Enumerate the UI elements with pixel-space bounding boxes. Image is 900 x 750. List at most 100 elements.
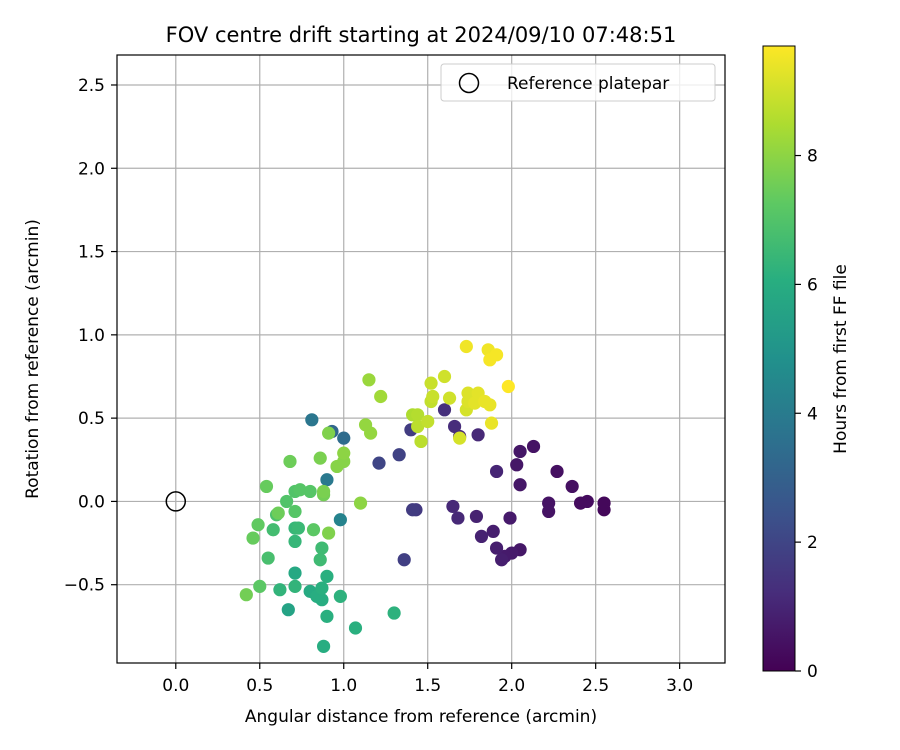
data-point bbox=[239, 588, 253, 602]
y-tick-label: 2.0 bbox=[78, 159, 105, 179]
data-point bbox=[392, 448, 406, 462]
data-point bbox=[315, 541, 329, 555]
y-tick-label: 0.5 bbox=[78, 409, 105, 429]
data-point bbox=[471, 428, 485, 442]
data-point bbox=[273, 583, 287, 597]
data-point bbox=[306, 523, 321, 537]
legend: Reference platepar bbox=[440, 63, 716, 102]
data-point bbox=[474, 529, 489, 544]
data-point bbox=[322, 526, 336, 540]
x-tick-label: 0.5 bbox=[246, 676, 273, 696]
x-tick-label: 1.5 bbox=[414, 676, 441, 696]
x-axis-ticks: 0.0 0.5 1.0 1.5 2.0 2.5 3.0 bbox=[162, 663, 693, 696]
data-point bbox=[461, 386, 475, 400]
data-point bbox=[526, 439, 541, 454]
data-point bbox=[495, 553, 509, 567]
data-point bbox=[322, 426, 336, 440]
data-point bbox=[313, 553, 327, 567]
y-tick-label: 2.5 bbox=[78, 76, 105, 96]
colorbar-ticks: 0 2 4 6 8 bbox=[795, 147, 818, 682]
data-point bbox=[316, 639, 331, 653]
y-tick-label: 1.5 bbox=[78, 243, 105, 263]
colorbar: 0 2 4 6 8 Hours from first FF file bbox=[762, 45, 851, 682]
data-point bbox=[451, 511, 465, 525]
data-point bbox=[489, 541, 504, 555]
y-tick-label: 0.0 bbox=[78, 492, 105, 512]
data-point bbox=[453, 431, 467, 445]
data-point bbox=[442, 391, 457, 405]
data-point bbox=[246, 531, 260, 545]
colorbar-tick-label: 8 bbox=[807, 147, 818, 167]
data-point bbox=[501, 379, 515, 394]
data-point bbox=[565, 479, 579, 494]
data-point bbox=[281, 603, 295, 617]
data-point bbox=[406, 503, 420, 517]
reference-marker-group bbox=[165, 491, 187, 512]
data-points bbox=[239, 339, 611, 653]
data-point bbox=[483, 398, 497, 412]
x-tick-label: 3.0 bbox=[666, 676, 693, 696]
data-point bbox=[542, 504, 556, 519]
colorbar-tick-label: 0 bbox=[807, 662, 818, 682]
x-axis-label: Angular distance from reference (arcmin) bbox=[245, 707, 597, 727]
data-point bbox=[489, 464, 504, 479]
legend-box bbox=[440, 63, 716, 102]
data-point bbox=[283, 454, 297, 469]
data-point bbox=[424, 376, 438, 390]
data-point bbox=[291, 521, 305, 535]
y-axis-label: Rotation from reference (arcmin) bbox=[23, 219, 43, 499]
data-point bbox=[337, 446, 351, 460]
data-point bbox=[397, 553, 411, 567]
data-point bbox=[259, 479, 274, 494]
data-point bbox=[261, 551, 275, 565]
data-point bbox=[333, 513, 347, 527]
x-tick-label: 2.0 bbox=[498, 676, 525, 696]
data-point bbox=[288, 534, 302, 549]
data-point bbox=[421, 414, 435, 429]
colorbar-label: Hours from first FF file bbox=[831, 264, 851, 454]
data-point bbox=[288, 579, 302, 593]
x-tick-label: 2.5 bbox=[582, 676, 609, 696]
data-point bbox=[372, 456, 386, 470]
data-point bbox=[414, 434, 428, 449]
data-point bbox=[510, 458, 524, 472]
y-tick-label: 1.0 bbox=[78, 326, 105, 346]
data-point bbox=[468, 396, 482, 410]
data-point bbox=[320, 473, 334, 487]
grid-lines bbox=[117, 55, 725, 663]
data-point bbox=[315, 593, 329, 607]
data-point bbox=[573, 496, 588, 510]
data-point bbox=[362, 373, 376, 387]
colorbar-tick-label: 2 bbox=[807, 533, 818, 553]
legend-marker-icon bbox=[458, 72, 480, 94]
data-point bbox=[337, 431, 351, 445]
x-tick-label: 1.0 bbox=[330, 676, 357, 696]
data-point bbox=[253, 579, 267, 593]
data-point bbox=[469, 509, 484, 524]
data-point bbox=[313, 451, 327, 465]
data-point bbox=[437, 403, 452, 417]
data-point bbox=[315, 581, 329, 595]
legend-entry-label: Reference platepar bbox=[507, 74, 669, 94]
y-axis-ticks: −0.5 0.0 0.5 1.0 1.5 2.0 2.5 bbox=[64, 76, 117, 596]
data-point bbox=[320, 569, 334, 583]
data-point bbox=[513, 444, 527, 459]
data-point bbox=[550, 464, 564, 479]
y-tick-label: −0.5 bbox=[64, 576, 105, 596]
plot-frame bbox=[116, 54, 726, 664]
data-point bbox=[316, 484, 331, 499]
data-point bbox=[266, 523, 280, 537]
data-point bbox=[597, 496, 611, 510]
data-point bbox=[387, 606, 401, 620]
data-point bbox=[374, 389, 388, 404]
colorbar-tick-label: 6 bbox=[807, 275, 818, 295]
data-point bbox=[251, 518, 265, 532]
data-point bbox=[489, 348, 504, 362]
data-point bbox=[333, 589, 347, 603]
data-point bbox=[484, 416, 499, 430]
reference-point-marker bbox=[165, 491, 187, 512]
data-point bbox=[411, 408, 425, 422]
data-point bbox=[320, 609, 334, 623]
data-point bbox=[280, 494, 294, 509]
data-point bbox=[437, 369, 452, 384]
